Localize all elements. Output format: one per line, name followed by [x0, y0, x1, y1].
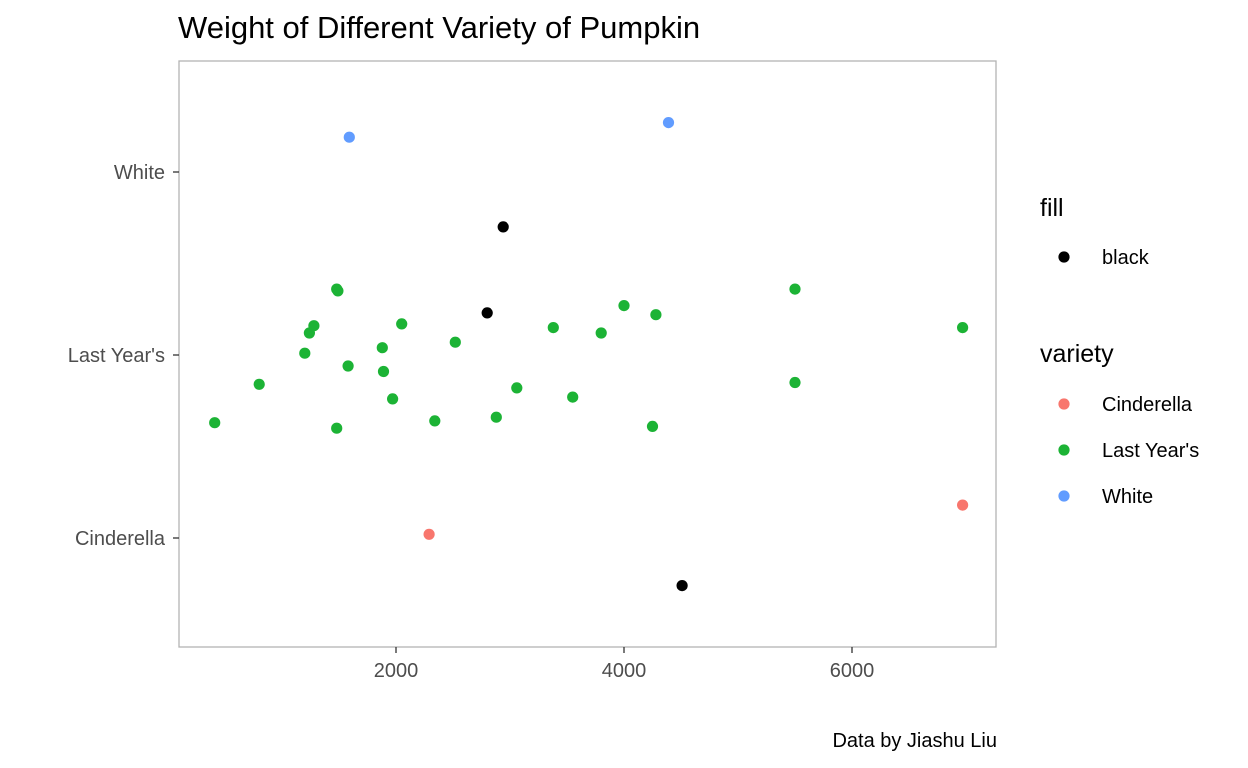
- point-last-year-s-14: [449, 336, 461, 348]
- legend: fill black variety Cinderella Last Year's Whi…: [1040, 194, 1199, 508]
- plot-panel-border: [178, 60, 997, 648]
- point-last-year-s-24: [789, 376, 801, 389]
- point-last-year-s-22: [650, 309, 662, 321]
- point-last-year-s-18: [567, 391, 579, 403]
- point-last-year-s-17: [547, 322, 559, 334]
- legend-title-fill: fill: [1040, 194, 1064, 222]
- point-last-year-s-0: [209, 417, 221, 429]
- point-last-year-s-19: [595, 327, 607, 339]
- point-last-year-s-11: [387, 393, 399, 405]
- point-last-year-s-25: [957, 322, 969, 334]
- point-last-year-s-13: [429, 415, 441, 427]
- chart-title: Weight of Different Variety of Pumpkin: [178, 10, 701, 45]
- point-last-year-s-4: [308, 320, 320, 332]
- x-tick-label-2000: 2000: [374, 660, 419, 682]
- legend-key-last-year-s: [1058, 444, 1070, 456]
- y-tick-label-last-year-s: Last Year's: [68, 345, 165, 367]
- points-layer: [209, 117, 969, 592]
- point-last-year-s-10: [377, 365, 390, 378]
- legend-label-black: black: [1102, 247, 1150, 269]
- legend-title-variety: variety: [1040, 340, 1114, 368]
- point-last-year-s-21: [646, 420, 659, 432]
- point-last-year-s-16: [511, 382, 523, 394]
- point-black-0: [497, 221, 509, 233]
- point-last-year-s-9: [376, 342, 388, 354]
- point-cinderella-1: [957, 499, 969, 511]
- point-last-year-s-23: [789, 283, 801, 295]
- x-tick-label-4000: 4000: [602, 660, 647, 682]
- y-tick-label-cinderella: Cinderella: [75, 528, 166, 550]
- x-tick-label-6000: 6000: [830, 660, 875, 682]
- point-black-2: [676, 580, 688, 592]
- point-white-1: [662, 117, 675, 129]
- y-tick-label-white: White: [114, 162, 165, 184]
- axes-layer: 2000 4000 6000 Cinderella Last Year's White: [68, 162, 874, 682]
- legend-label-last-year-s: Last Year's: [1102, 440, 1199, 462]
- legend-key-black: [1058, 251, 1070, 263]
- point-last-year-s-7: [331, 422, 343, 434]
- legend-label-white: White: [1102, 486, 1153, 508]
- legend-label-cinderella: Cinderella: [1102, 394, 1193, 416]
- point-last-year-s-20: [618, 300, 630, 312]
- point-last-year-s-2: [299, 347, 311, 359]
- point-last-year-s-1: [253, 378, 265, 390]
- legend-key-cinderella: [1058, 398, 1070, 410]
- point-black-1: [481, 307, 493, 319]
- point-white-0: [343, 131, 355, 143]
- legend-key-white: [1058, 490, 1070, 502]
- point-last-year-s-8: [342, 360, 354, 372]
- point-last-year-s-15: [490, 411, 502, 423]
- point-last-year-s-12: [396, 318, 408, 330]
- point-last-year-s-6: [332, 285, 344, 297]
- point-cinderella-0: [423, 528, 435, 540]
- chart-caption: Data by Jiashu Liu: [832, 730, 997, 752]
